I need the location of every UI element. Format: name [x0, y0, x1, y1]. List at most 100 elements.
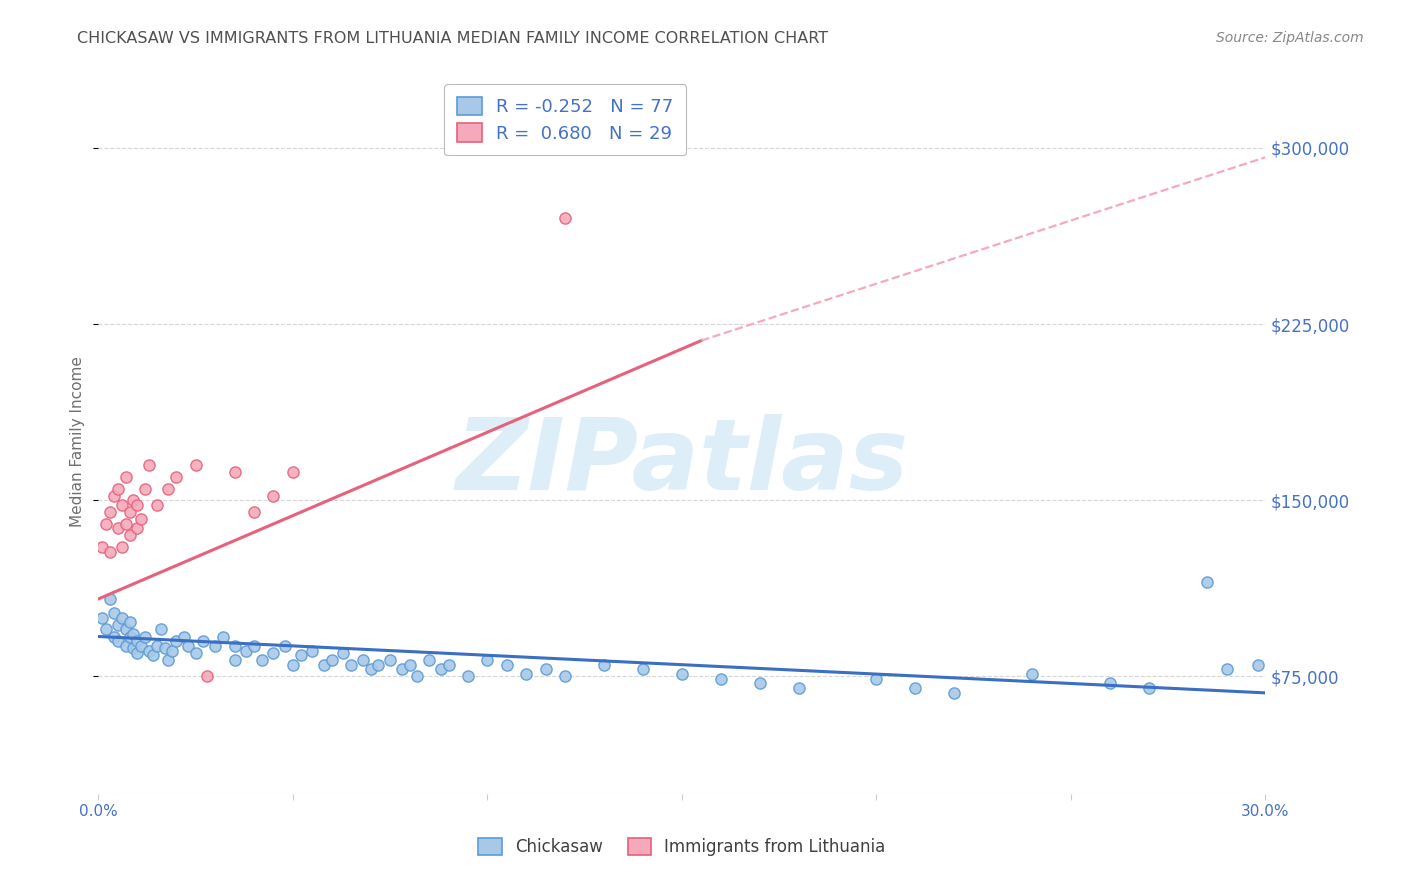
Point [111, 610, 134, 624]
Y-axis label: Median Family Income: Median Family Income [70, 356, 86, 527]
Point [96, 516, 118, 531]
Point [114, 516, 136, 531]
Point [593, 657, 616, 672]
Point [406, 669, 429, 683]
Point [301, 643, 323, 657]
Point [391, 662, 413, 676]
Point [429, 662, 451, 676]
Point [142, 648, 165, 663]
Point [134, 630, 156, 644]
Point [114, 469, 136, 483]
Point [107, 482, 129, 496]
Point [671, 667, 693, 681]
Text: ZIPatlas: ZIPatlas [456, 414, 908, 511]
Point [195, 669, 218, 683]
Point [332, 646, 354, 660]
Point [96, 623, 118, 637]
Text: Source: ZipAtlas.com: Source: ZipAtlas.com [1216, 31, 1364, 45]
Point [165, 469, 187, 483]
Point [138, 643, 160, 657]
Point [177, 639, 200, 653]
Point [118, 630, 141, 644]
Point [418, 653, 440, 667]
Point [477, 653, 499, 667]
Point [1215, 662, 1237, 676]
Point [111, 540, 134, 554]
Point [122, 627, 145, 641]
Point [127, 646, 149, 660]
Point [1098, 676, 1121, 690]
Point [398, 657, 420, 672]
Point [943, 686, 966, 700]
Point [235, 643, 257, 657]
Point [262, 646, 284, 660]
Point [1195, 575, 1218, 590]
Point [224, 639, 246, 653]
Point [98, 591, 121, 606]
Point [281, 465, 304, 479]
Point [554, 211, 576, 226]
Point [534, 662, 557, 676]
Point [118, 528, 141, 542]
Text: CHICKASAW VS IMMIGRANTS FROM LITHUANIA MEDIAN FAMILY INCOME CORRELATION CHART: CHICKASAW VS IMMIGRANTS FROM LITHUANIA M… [77, 31, 828, 46]
Point [380, 653, 402, 667]
Point [107, 634, 129, 648]
Point [138, 458, 160, 472]
Point [554, 669, 576, 683]
Point [146, 498, 169, 512]
Point [787, 681, 810, 696]
Point [274, 639, 297, 653]
Point [173, 630, 195, 644]
Point [129, 512, 152, 526]
Point [748, 676, 770, 690]
Legend: Chickasaw, Immigrants from Lithuania: Chickasaw, Immigrants from Lithuania [471, 831, 893, 863]
Point [631, 662, 654, 676]
Point [107, 521, 129, 535]
Point [91, 610, 114, 624]
Point [127, 498, 149, 512]
Point [865, 672, 887, 686]
Point [212, 630, 235, 644]
Point [103, 606, 125, 620]
Point [243, 639, 266, 653]
Point [193, 634, 215, 648]
Point [162, 643, 184, 657]
Point [122, 641, 145, 656]
Point [103, 489, 125, 503]
Point [262, 489, 284, 503]
Point [114, 623, 136, 637]
Point [118, 505, 141, 519]
Point [312, 657, 335, 672]
Point [127, 634, 149, 648]
Point [153, 641, 176, 656]
Point [1246, 657, 1268, 672]
Point [515, 667, 537, 681]
Point [290, 648, 312, 663]
Point [243, 505, 266, 519]
Point [904, 681, 927, 696]
Point [352, 653, 374, 667]
Point [496, 657, 519, 672]
Point [111, 498, 134, 512]
Point [98, 505, 121, 519]
Point [710, 672, 733, 686]
Point [204, 639, 226, 653]
Point [367, 657, 389, 672]
Point [437, 657, 460, 672]
Point [1021, 667, 1043, 681]
Point [118, 615, 141, 630]
Point [184, 646, 207, 660]
Point [127, 521, 149, 535]
Point [360, 662, 382, 676]
Point [321, 653, 343, 667]
Point [250, 653, 273, 667]
Point [114, 639, 136, 653]
Point [146, 639, 169, 653]
Point [224, 465, 246, 479]
Point [224, 653, 246, 667]
Point [129, 639, 152, 653]
Point [165, 634, 187, 648]
Point [157, 653, 180, 667]
Point [281, 657, 304, 672]
Point [122, 493, 145, 508]
